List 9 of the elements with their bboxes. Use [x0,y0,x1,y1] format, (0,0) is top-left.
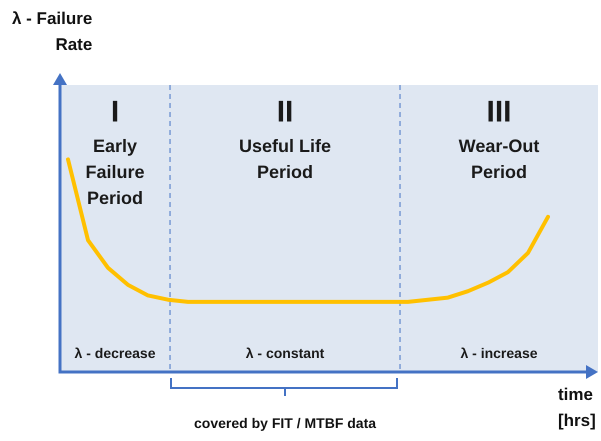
annotation: λ - increase [460,344,538,361]
x-axis-title: time [hrs] [558,384,596,432]
annotation: I Early Failure Period [85,95,145,208]
annotation: λ - decrease [74,344,156,361]
annotation: λ - constant [246,344,325,361]
annotation: II Useful Life Period [239,95,332,182]
text: λ - Failure Rate [12,8,92,56]
annotation: III Wear-Out Period [458,95,540,182]
text: covered by FIT / MTBF data [194,414,376,432]
